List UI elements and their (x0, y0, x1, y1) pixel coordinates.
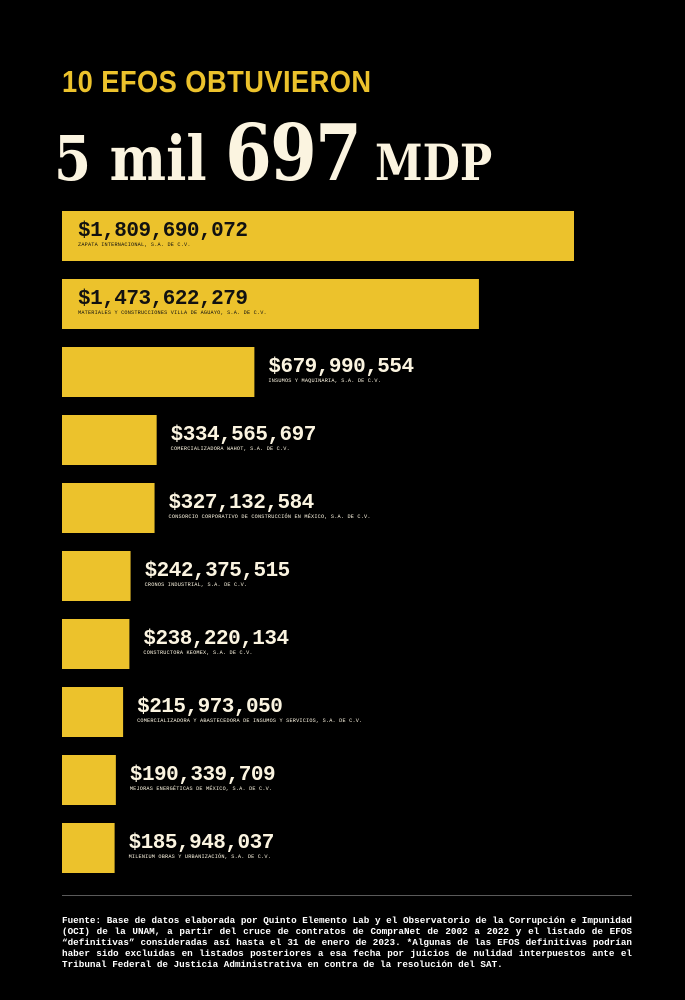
bar-company-label-3: INSUMOS Y MAQUINARIA, S.A. DE C.V. (268, 378, 381, 384)
headline-part-c: MDP (360, 133, 493, 192)
bar-value-label-4: $334,565,697 (171, 424, 316, 447)
headline-part-a: 5 mil (54, 122, 226, 195)
bar-company-label-2: MATERIALES Y CONSTRUCCIONES VILLA DE AGU… (78, 310, 267, 316)
bar-company-label-8: COMERCIALIZADORA Y ABASTECEDORA DE INSUM… (137, 718, 362, 724)
bar-value-label-8: $215,973,050 (137, 696, 282, 719)
bar-value-label-5: $327,132,584 (169, 492, 314, 515)
bar-company-label-5: CONSORCIO CORPORATIVO DE CONSTRUCCIÓN EN… (169, 513, 371, 520)
bar-8 (62, 687, 124, 737)
bar-value-label-10: $185,948,037 (129, 832, 274, 855)
bar-5 (62, 483, 155, 533)
bar-value-label-9: $190,339,709 (130, 764, 275, 787)
bar-company-label-9: MEJORAS ENERGÉTICAS DE MÉXICO, S.A. DE C… (130, 785, 272, 792)
bar-company-label-4: COMERCIALIZADORA WAHOT, S.A. DE C.V. (171, 446, 290, 452)
bar-10 (62, 823, 115, 873)
bar-6 (62, 551, 131, 601)
bar-value-label-1: $1,809,690,072 (78, 220, 247, 243)
bar-value-label-2: $1,473,622,279 (78, 288, 247, 311)
bar-value-label-3: $679,990,554 (268, 356, 413, 379)
bar-9 (62, 755, 116, 805)
source-note: Fuente: Base de datos elaborada por Quin… (62, 915, 632, 970)
bar-company-label-1: ZAPATA INTERNACIONAL, S.A. DE C.V. (78, 242, 191, 248)
bar-company-label-10: MILENIUM OBRAS Y URBANIZACIÓN, S.A. DE C… (129, 853, 271, 860)
bar-company-label-7: CONSTRUCTORA KEOMEX, S.A. DE C.V. (143, 650, 252, 656)
bar-4 (62, 415, 157, 465)
bar-value-label-7: $238,220,134 (143, 628, 288, 651)
bar-3 (62, 347, 255, 397)
bar-value-label-6: $242,375,515 (145, 560, 290, 583)
bar-company-label-6: CRONOS INDUSTRIAL, S.A. DE C.V. (145, 582, 248, 588)
footer-divider (62, 895, 632, 896)
bar-1 (62, 211, 574, 261)
bar-2 (62, 279, 479, 329)
headline-total: 5 mil 697 MDP (54, 108, 492, 199)
headline-part-b: 697 (225, 108, 362, 199)
bar-7 (62, 619, 130, 669)
kicker-title: 10 EFOS OBTUVIERON (62, 64, 372, 99)
